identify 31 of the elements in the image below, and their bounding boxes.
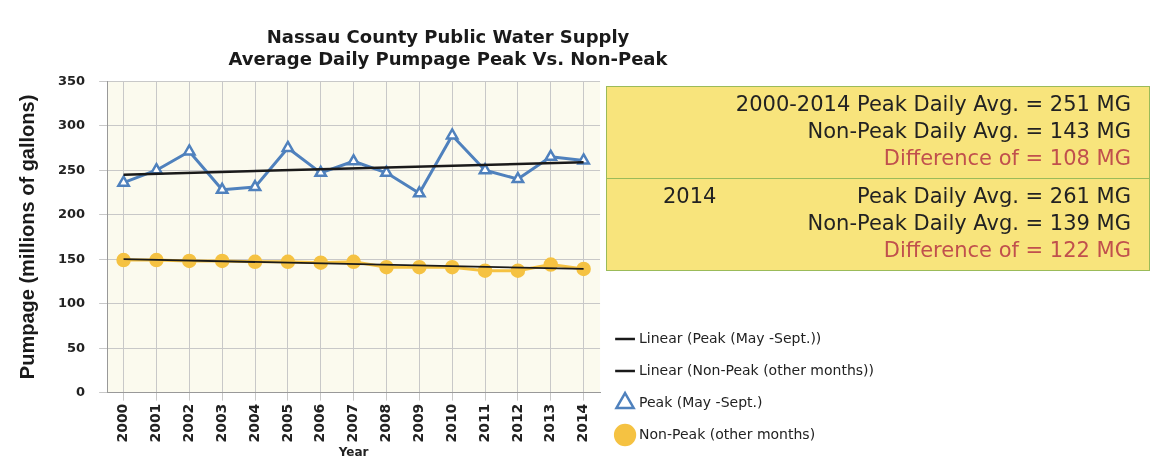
x-tick-label: 2010 [442,403,459,443]
legend-label: Non-Peak (other months) [639,425,816,442]
y-tick-label: 50 [67,339,86,355]
legend-label: Linear (Non-Peak (other months)) [639,361,875,378]
y-tick-label: 250 [58,161,86,177]
x-tick-label: 2008 [377,403,394,443]
legend-label: Peak (May -Sept.) [639,393,763,410]
x-tick-label: 2003 [212,403,229,443]
x-tick-label: 2005 [278,403,295,443]
x-axis-title: Year [337,444,369,459]
x-tick-label: 2007 [344,403,361,443]
y-tick-label: 0 [76,384,86,400]
y-tick-label: 350 [58,72,86,88]
x-tick-label: 2002 [179,403,196,443]
y-tick-label: 100 [58,295,86,311]
y-axis-title: Pumpage (millions of gallons) [15,94,38,380]
x-tick-label: 2011 [475,403,492,443]
y-tick-label: 300 [58,117,86,133]
x-tick-label: 2001 [147,403,164,443]
chart-title: Nassau County Public Water Supply Average Daily Pumpage Peak Vs. Non-Peak [228,26,669,70]
x-tick-label: 2009 [409,403,426,443]
y-tick-label: 150 [58,250,86,266]
x-tick-label: 2004 [245,403,262,443]
x-tick-label: 2006 [311,403,328,443]
legend-label: Linear (Peak (May -Sept.)) [639,329,822,346]
x-tick-label: 2012 [508,403,525,443]
x-tick-label: 2000 [114,403,131,443]
y-tick-label: 200 [58,206,86,222]
x-tick-label: 2013 [541,403,558,443]
note-panel: 2000-2014 Peak Daily Avg. = 251 MG Non-Peak Daily Avg. = 143 MG Difference of = 108 MG 2014 Peak Daily Avg. = 261 MG Non-Peak Daily Avg. = 139 MG Difference of = 122 MG [606,86,1150,271]
x-tick-label: 2014 [574,403,591,443]
